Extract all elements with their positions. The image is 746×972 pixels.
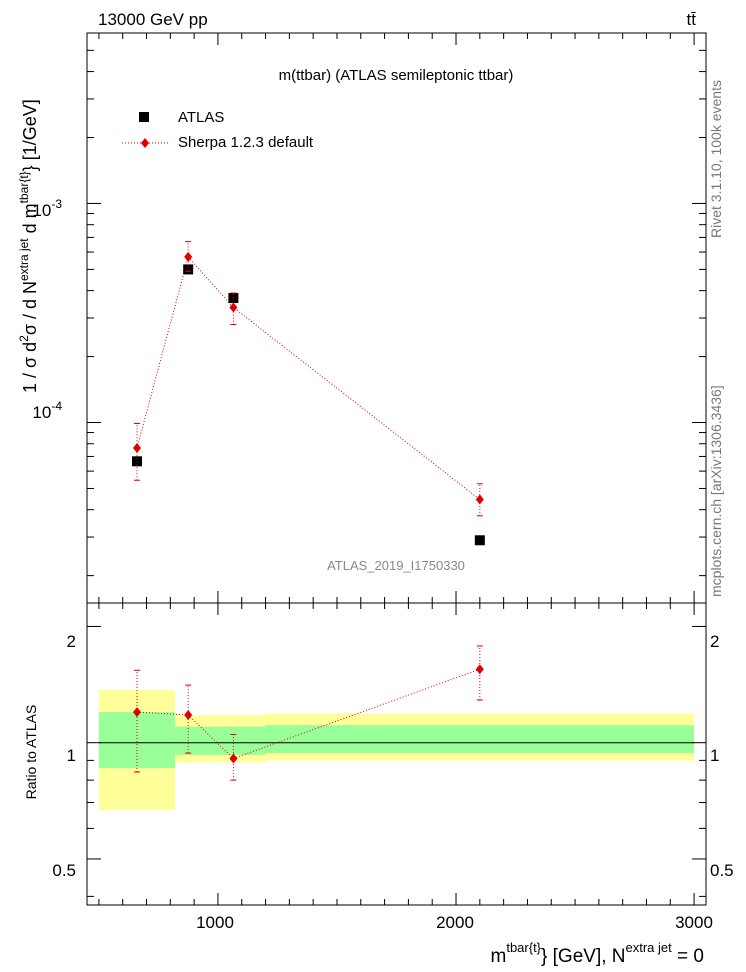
main-y-axis-label: 1 / σ d2σ / d Nextra jet d mtbar{t}} [1/… (17, 99, 40, 393)
sherpa-ratio-point (475, 664, 484, 675)
ratio-y-tick-1-right: 1 (710, 746, 719, 765)
legend-atlas-label: ATLAS (178, 109, 224, 126)
energy-label: 13000 GeV pp (98, 10, 208, 29)
data-marks (131, 241, 485, 781)
x-tick-label-1000: 1000 (196, 913, 234, 932)
ratio-y-axis-label: Ratio to ATLAS (23, 705, 39, 800)
ratio-plot-frame (86, 602, 707, 906)
sherpa-point (184, 251, 193, 262)
legend-sherpa-label: Sherpa 1.2.3 default (178, 134, 314, 151)
x-tick-label-3000: 3000 (675, 913, 713, 932)
band-inner-2 (265, 725, 695, 754)
atlas-point (228, 293, 239, 304)
ratio-y-tick-2-left: 2 (67, 632, 76, 651)
ratio-y-tick-1-left: 1 (67, 746, 76, 765)
legend-sherpa-marker (141, 138, 149, 148)
atlas-point (183, 264, 194, 275)
x-tick-label-2000: 2000 (436, 913, 474, 932)
legend-atlas-marker (139, 112, 149, 122)
sherpa-ratio-point (132, 707, 141, 718)
ratio-y-tick-2-right: 2 (710, 632, 719, 651)
band-inner-0 (98, 712, 176, 769)
process-label: tt̄ (687, 10, 697, 29)
band-inner-1 (175, 726, 266, 755)
ratio-bands (98, 689, 695, 810)
analysis-watermark: ATLAS_2019_I1750330 (327, 558, 465, 573)
x-axis-label: mtbar{t}} [GeV], Nextra jet = 0 (491, 940, 705, 967)
y-tick-label-1e-3: 10-3 (32, 197, 62, 220)
sherpa-ratio-point (184, 709, 193, 720)
sherpa-point (229, 302, 238, 313)
atlas-point (474, 535, 485, 546)
ratio-y-tick-05-left: 0.5 (52, 861, 76, 880)
sherpa-ratio-point (229, 753, 238, 764)
ratio-y-tick-05-right: 0.5 (710, 861, 734, 880)
y-tick-label-1e-4: 10-4 (32, 399, 62, 422)
sherpa-point (475, 494, 484, 505)
sherpa-point (132, 443, 141, 454)
rivet-info: Rivet 3.1.10, 100k events (708, 80, 724, 238)
plot-title: m(ttbar) (ATLAS semileptonic ttbar) (279, 67, 514, 84)
sherpa-main-line (136, 255, 481, 500)
mcplots-info: mcplots.cern.ch [arXiv:1306.3436] (708, 385, 724, 597)
axis-ticks (87, 32, 706, 905)
